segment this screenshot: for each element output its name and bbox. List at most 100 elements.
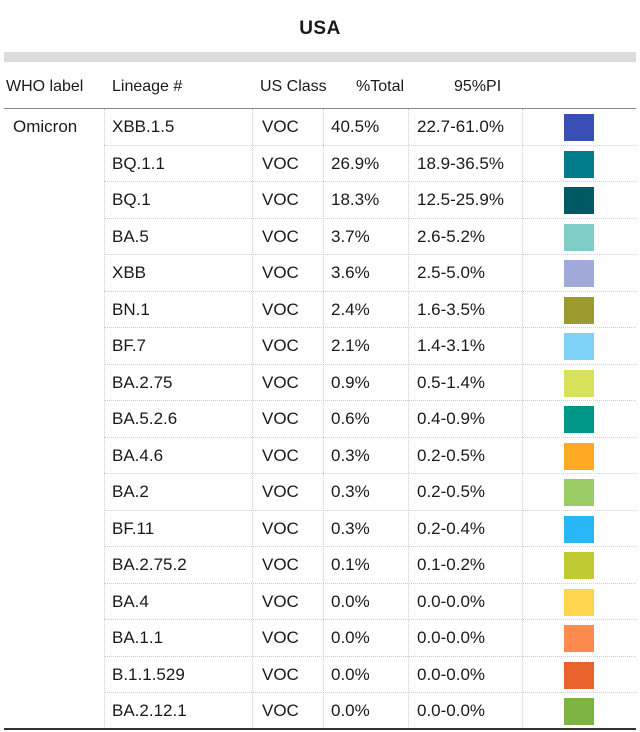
header-divider	[4, 108, 636, 109]
row-divider	[104, 144, 636, 146]
header-us-class: US Class	[260, 78, 327, 95]
pi-cell: 22.7-61.0%	[417, 117, 504, 136]
header-total: %Total	[356, 78, 405, 95]
pi-cell: 12.5-25.9%	[417, 190, 504, 209]
pi-cell: 0.2-0.4%	[417, 518, 486, 538]
color-swatch	[564, 223, 594, 251]
column-divider	[408, 109, 409, 729]
color-swatch	[564, 187, 594, 214]
total-cell: 40.5%	[331, 117, 380, 136]
row-divider	[104, 619, 636, 620]
column-divider	[522, 109, 523, 729]
table-header: WHO label Lineage # US Class %Total 95%P…	[4, 76, 636, 100]
table-row: BA.4 VOC 0.0% 0.0-0.0%	[4, 584, 636, 620]
us-class-cell: VOC	[262, 701, 299, 720]
row-divider	[104, 473, 636, 474]
total-cell: 26.9%	[331, 153, 380, 173]
us-class-cell: VOC	[262, 263, 299, 282]
header-pi: 95%PI	[454, 78, 502, 95]
table-row: BA.2.75.2 VOC 0.1% 0.1-0.2%	[4, 547, 636, 584]
us-class-cell: VOC	[262, 409, 299, 428]
table-row: BA.2.75 VOC 0.9% 0.5-1.4%	[4, 365, 636, 401]
row-divider	[104, 582, 636, 584]
total-cell: 0.6%	[331, 409, 370, 428]
table-row: BA.5 VOC 3.7% 2.6-5.2%	[4, 219, 636, 255]
table-row: BA.1.1 VOC 0.0% 0.0-0.0%	[4, 620, 636, 657]
pi-cell: 0.5-1.4%	[417, 372, 486, 392]
table-row: BF.11 VOC 0.3% 0.2-0.4%	[4, 511, 636, 547]
us-class-cell: VOC	[262, 555, 299, 574]
table-row: BA.2 VOC 0.3% 0.2-0.5%	[4, 474, 636, 511]
row-divider	[104, 217, 636, 219]
lineage-cell: BQ.1.1	[112, 153, 165, 173]
lineage-cell: BA.4	[112, 591, 149, 611]
color-swatch	[564, 260, 594, 287]
color-swatch	[564, 442, 594, 470]
total-cell: 3.6%	[331, 263, 370, 282]
page-title: USA	[299, 18, 341, 39]
us-class-cell: VOC	[262, 628, 299, 647]
pi-cell: 0.4-0.9%	[417, 409, 486, 428]
us-class-cell: VOC	[262, 518, 299, 538]
color-swatch	[564, 114, 594, 141]
row-divider	[104, 254, 636, 255]
column-divider	[323, 109, 324, 729]
total-cell: 0.9%	[331, 372, 370, 392]
lineage-cell: BF.11	[112, 518, 155, 538]
us-class-cell: VOC	[262, 445, 299, 465]
total-cell: 3.7%	[331, 226, 370, 246]
us-class-cell: VOC	[262, 226, 299, 246]
lineage-cell: BA.1.1	[112, 628, 164, 647]
us-class-cell: VOC	[262, 372, 299, 392]
table-row: BA.2.12.1 VOC 0.0% 0.0-0.0%	[4, 693, 636, 730]
lineage-cell: B.1.1.529	[112, 664, 185, 684]
total-cell: 2.4%	[331, 299, 370, 319]
total-cell: 0.3%	[331, 518, 370, 538]
total-cell: 0.1%	[331, 555, 370, 574]
pi-cell: 2.6-5.2%	[417, 226, 486, 246]
pi-cell: 1.6-3.5%	[417, 299, 486, 319]
color-swatch	[564, 333, 594, 360]
pi-cell: 1.4-3.1%	[417, 336, 486, 355]
table-row: B.1.1.529 VOC 0.0% 0.0-0.0%	[4, 657, 636, 693]
table-row: BF.7 VOC 2.1% 1.4-3.1%	[4, 328, 636, 365]
us-class-cell: VOC	[262, 153, 299, 173]
row-divider	[104, 400, 636, 401]
total-cell: 0.3%	[331, 482, 370, 501]
table-row: BA.5.2.6 VOC 0.6% 0.4-0.9%	[4, 401, 636, 438]
us-class-cell: VOC	[262, 482, 299, 501]
row-divider	[104, 363, 636, 365]
lineage-cell: BA.2.12.1	[112, 701, 187, 720]
pi-cell: 0.2-0.5%	[417, 445, 486, 465]
color-swatch	[564, 296, 594, 324]
table-row: BA.4.6 VOC 0.3% 0.2-0.5%	[4, 438, 636, 474]
column-divider	[252, 109, 253, 729]
row-divider	[104, 290, 636, 292]
row-divider	[104, 655, 636, 657]
us-class-cell: VOC	[262, 117, 299, 136]
row-divider	[104, 546, 636, 547]
row-divider	[104, 436, 636, 438]
lineage-cell: BA.4.6	[112, 445, 164, 465]
pi-cell: 18.9-36.5%	[417, 153, 504, 173]
color-swatch	[564, 588, 594, 616]
lineage-cell: BA.2.75.2	[112, 555, 187, 574]
lineage-cell: BA.5.2.6	[112, 409, 178, 428]
table-row: XBB VOC 3.6% 2.5-5.0%	[4, 255, 636, 292]
color-swatch	[564, 479, 594, 506]
lineage-cell: BN.1	[112, 299, 150, 319]
total-cell: 0.3%	[331, 445, 370, 465]
pi-cell: 0.2-0.5%	[417, 482, 486, 501]
color-swatch	[564, 625, 594, 652]
pi-cell: 0.0-0.0%	[417, 591, 486, 611]
pi-cell: 0.1-0.2%	[417, 555, 486, 574]
variant-table: XBB.1.5 VOC 40.5% 22.7-61.0% BQ.1.1 VOC 26.9% 1…	[4, 109, 636, 730]
color-swatch	[564, 150, 594, 178]
us-class-cell: VOC	[262, 299, 299, 319]
total-cell: 0.0%	[331, 701, 370, 720]
lineage-cell: BA.2.75	[112, 372, 173, 392]
total-cell: 0.0%	[331, 664, 370, 684]
us-class-cell: VOC	[262, 190, 299, 209]
us-class-cell: VOC	[262, 591, 299, 611]
total-cell: 18.3%	[331, 190, 380, 209]
